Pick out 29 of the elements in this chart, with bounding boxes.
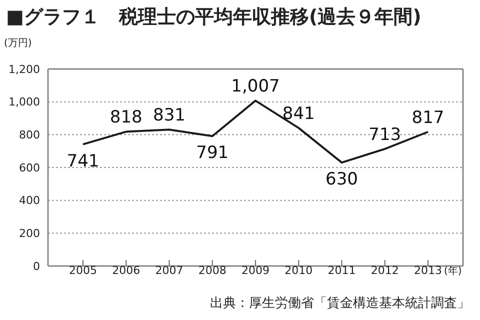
- data-label: 818: [110, 108, 142, 128]
- source-note: 出典：厚生労働省「賃金構造基本統計調査」: [210, 295, 470, 312]
- y-tick-label: 1,000: [8, 96, 40, 109]
- data-label: 630: [326, 170, 358, 190]
- y-tick-label: 200: [19, 227, 40, 240]
- x-tick-label: 2008: [198, 264, 226, 277]
- chart-title: ■グラフ１ 税理士の平均年収推移(過去９年間): [6, 5, 422, 30]
- x-tick-label: 2012: [370, 264, 399, 277]
- y-tick-label: 800: [19, 128, 40, 142]
- x-tick-label: 2013: [414, 264, 442, 277]
- y-tick-label: 1,200: [8, 62, 40, 76]
- data-label: 841: [282, 104, 315, 124]
- x-tick-label: 2011: [328, 264, 356, 277]
- data-label: 713: [368, 124, 402, 145]
- data-label: 817: [412, 108, 444, 128]
- x-tick-label: 2010: [284, 264, 313, 277]
- x-axis-title: (年): [444, 265, 462, 277]
- x-tick-label: 2007: [155, 264, 184, 277]
- x-tick-label: 2006: [112, 264, 140, 277]
- x-tick-label: 2009: [242, 264, 270, 277]
- data-label: 1,007: [231, 76, 280, 97]
- data-label: 831: [153, 106, 186, 126]
- y-tick-label: 400: [19, 194, 40, 208]
- x-tick-label: 2005: [69, 264, 97, 277]
- data-label: 741: [66, 151, 100, 172]
- y-axis-title: (万円): [4, 37, 32, 50]
- y-tick-label: 600: [19, 161, 40, 174]
- data-label: 791: [196, 143, 229, 164]
- y-tick-label: 0: [33, 260, 40, 273]
